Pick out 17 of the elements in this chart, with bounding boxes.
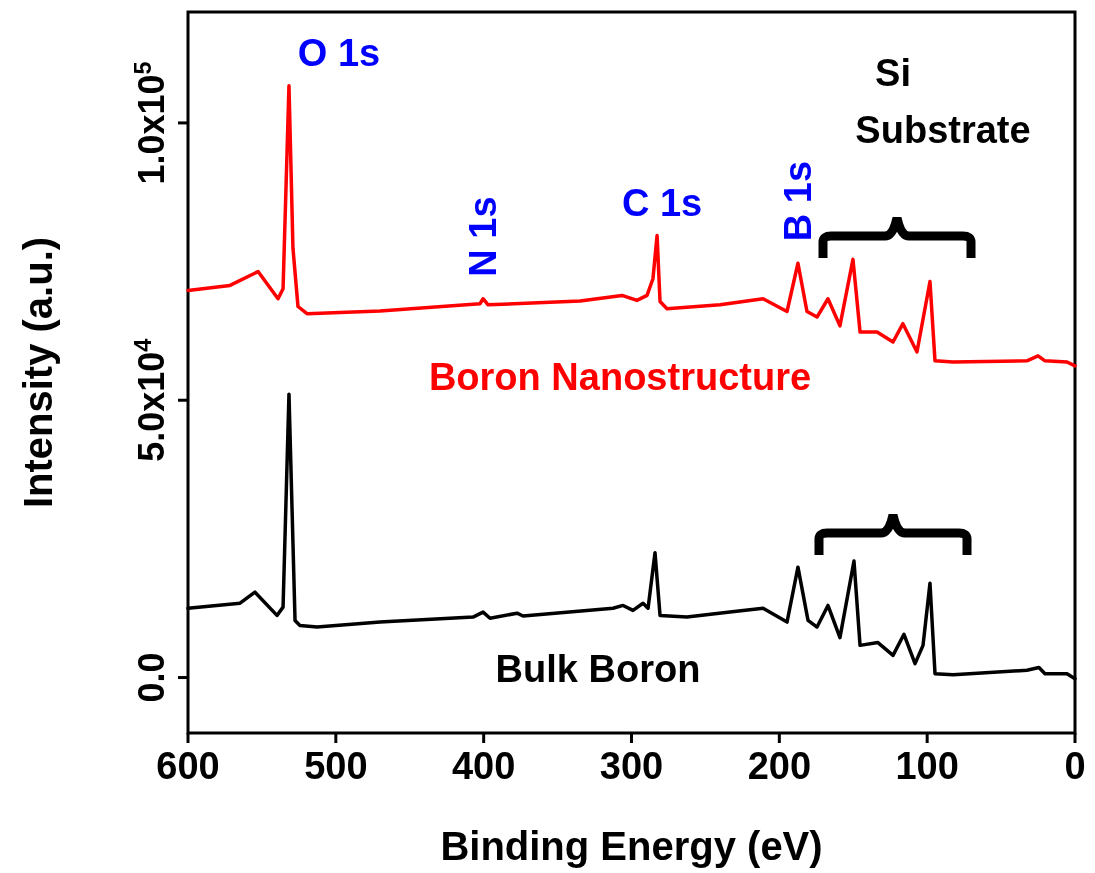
x-tick-label: 500 (304, 745, 368, 787)
x-tick-label: 400 (451, 745, 516, 787)
x-tick-label: 100 (895, 745, 959, 787)
series-label: Bulk Boron (495, 648, 701, 690)
x-tick-label: 600 (156, 745, 220, 787)
y-axis-title: Intensity (a.u.) (16, 236, 60, 509)
annotation: O 1s (297, 31, 381, 74)
annotation: B 1s (776, 160, 819, 242)
x-tick-label: 300 (599, 745, 664, 787)
x-axis-title: Binding Energy (eV) (440, 824, 823, 868)
annotation: Si Substrate (855, 52, 1031, 151)
annotation: C 1s (621, 181, 703, 224)
series-label: Boron Nanostructure (428, 356, 812, 398)
x-tick-label: 0 (1064, 745, 1086, 787)
y-tick-label: 0.0 (131, 652, 172, 703)
x-tick-label: 200 (747, 745, 812, 787)
annotation: N 1s (462, 196, 505, 277)
